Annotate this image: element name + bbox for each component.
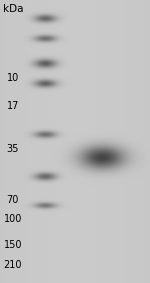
Text: 35: 35 <box>7 143 19 154</box>
Text: 100: 100 <box>4 214 22 224</box>
Text: 150: 150 <box>3 240 22 250</box>
Text: 210: 210 <box>3 260 22 270</box>
Text: 10: 10 <box>7 73 19 83</box>
Text: kDa: kDa <box>3 4 23 14</box>
Text: 17: 17 <box>7 101 19 111</box>
Text: 70: 70 <box>7 194 19 205</box>
